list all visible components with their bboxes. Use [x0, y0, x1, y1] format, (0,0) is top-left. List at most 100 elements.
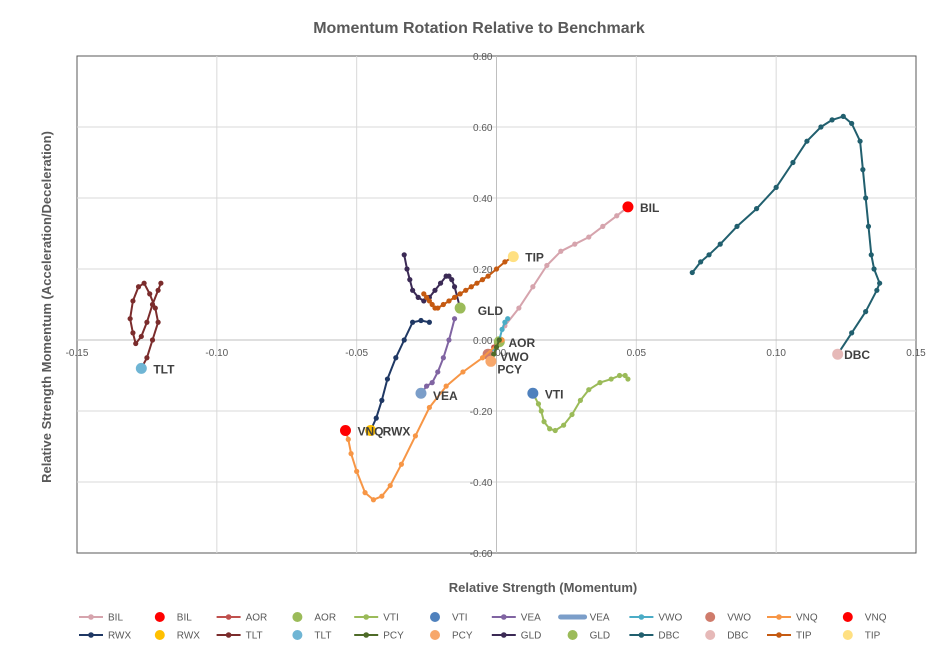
- data-point: [158, 280, 164, 286]
- legend-label: TLT: [314, 631, 331, 642]
- legend-item: VNQ: [767, 613, 818, 624]
- data-point: [440, 355, 446, 361]
- data-point: [863, 309, 869, 315]
- end-label-bil: BIL: [640, 201, 659, 215]
- end-label-tip: TIP: [525, 251, 544, 265]
- data-point: [426, 319, 432, 325]
- legend-item: RWX: [154, 630, 200, 642]
- data-point: [446, 298, 452, 304]
- series-line-bil: [504, 206, 629, 327]
- data-point: [451, 284, 458, 290]
- series-vea: [415, 316, 458, 399]
- y-tick-label: 0.20: [473, 265, 493, 276]
- legend-item: AOR: [292, 612, 336, 624]
- data-point: [429, 301, 435, 308]
- data-point: [499, 326, 505, 332]
- y-tick-label: 0.00: [473, 336, 493, 347]
- data-point: [717, 241, 723, 247]
- data-point: [130, 330, 136, 336]
- data-point: [135, 284, 142, 290]
- data-point: [849, 330, 855, 336]
- x-tick-label: -0.15: [66, 348, 89, 359]
- data-point: [734, 223, 740, 229]
- data-point: [415, 294, 421, 300]
- endpoint-marker-rwx: [365, 425, 377, 437]
- data-point: [474, 280, 480, 286]
- data-point: [622, 372, 628, 379]
- legend-swatch-dot: [225, 632, 232, 638]
- data-point: [572, 241, 578, 247]
- data-point: [463, 287, 469, 293]
- endpoint-marker-vnq: [339, 425, 351, 437]
- endpoint-marker-vea: [415, 387, 427, 399]
- data-point: [354, 468, 360, 474]
- series-rwx: [365, 317, 432, 437]
- data-point: [149, 337, 156, 343]
- end-label-vea: VEA: [433, 389, 458, 403]
- data-point: [773, 184, 779, 190]
- legend-item: RWX: [79, 631, 131, 642]
- legend-swatch-dot: [567, 630, 578, 640]
- data-point: [552, 427, 558, 434]
- data-point: [426, 298, 432, 304]
- legend-label: BIL: [108, 613, 123, 624]
- data-point: [418, 317, 424, 324]
- data-point: [426, 404, 432, 411]
- data-point: [446, 337, 452, 343]
- data-point: [401, 252, 407, 258]
- legend-swatch-dot: [88, 614, 94, 620]
- data-point: [544, 262, 550, 269]
- data-point: [152, 305, 158, 311]
- legend-item: TIP: [767, 631, 812, 642]
- legend-item: AOR: [216, 613, 267, 624]
- data-point: [373, 415, 379, 421]
- data-point: [429, 380, 435, 386]
- data-point: [348, 451, 354, 457]
- chart-title: Momentum Rotation Relative to Benchmark: [313, 20, 645, 37]
- legend-swatch-dot: [842, 612, 853, 622]
- data-point: [541, 419, 547, 425]
- data-point: [155, 319, 161, 325]
- data-point: [138, 333, 144, 340]
- legend-label: VWO: [658, 613, 682, 624]
- series-tlt: [127, 280, 164, 374]
- y-axis-title: Relative Strength Momentum (Acceleration…: [39, 131, 54, 483]
- x-axis-title: Relative Strength (Momentum): [449, 580, 638, 595]
- data-point: [493, 344, 500, 350]
- data-point: [423, 294, 430, 300]
- legend-label: BIL: [177, 613, 192, 624]
- data-point: [505, 316, 511, 322]
- data-point: [440, 301, 446, 308]
- data-point: [147, 291, 153, 297]
- series-pcy: [485, 337, 502, 367]
- y-tick-label: -0.40: [470, 478, 493, 489]
- series-vti: [527, 372, 631, 434]
- legend-label: VWO: [727, 613, 751, 624]
- data-point: [155, 287, 161, 293]
- end-label-rwx: RWX: [383, 425, 411, 439]
- data-point: [144, 319, 150, 325]
- data-point: [586, 234, 592, 240]
- legend-label: DBC: [727, 631, 748, 642]
- data-point: [435, 369, 441, 375]
- data-point: [130, 298, 136, 304]
- series-layer: [127, 113, 883, 503]
- y-tick-labels: -0.60 -0.40 -0.20 0.00 0.20 0.40 0.60 0.80: [470, 52, 493, 560]
- data-point: [435, 305, 441, 311]
- y-tick-label: 0.80: [473, 52, 493, 63]
- data-point: [437, 280, 444, 286]
- legend-item: GLD: [491, 631, 541, 642]
- data-point: [384, 376, 391, 382]
- data-point: [698, 259, 704, 265]
- series-tip: [421, 251, 519, 311]
- data-point: [840, 113, 846, 119]
- data-point: [468, 284, 474, 290]
- data-point: [401, 337, 407, 343]
- legend-swatch-dot: [776, 614, 782, 620]
- data-point: [577, 397, 584, 403]
- x-tick-label: 0.10: [766, 348, 786, 359]
- legend-label: VNQ: [796, 613, 818, 624]
- data-point: [457, 291, 463, 297]
- data-point: [133, 340, 139, 347]
- endpoint-marker-bil: [622, 201, 634, 213]
